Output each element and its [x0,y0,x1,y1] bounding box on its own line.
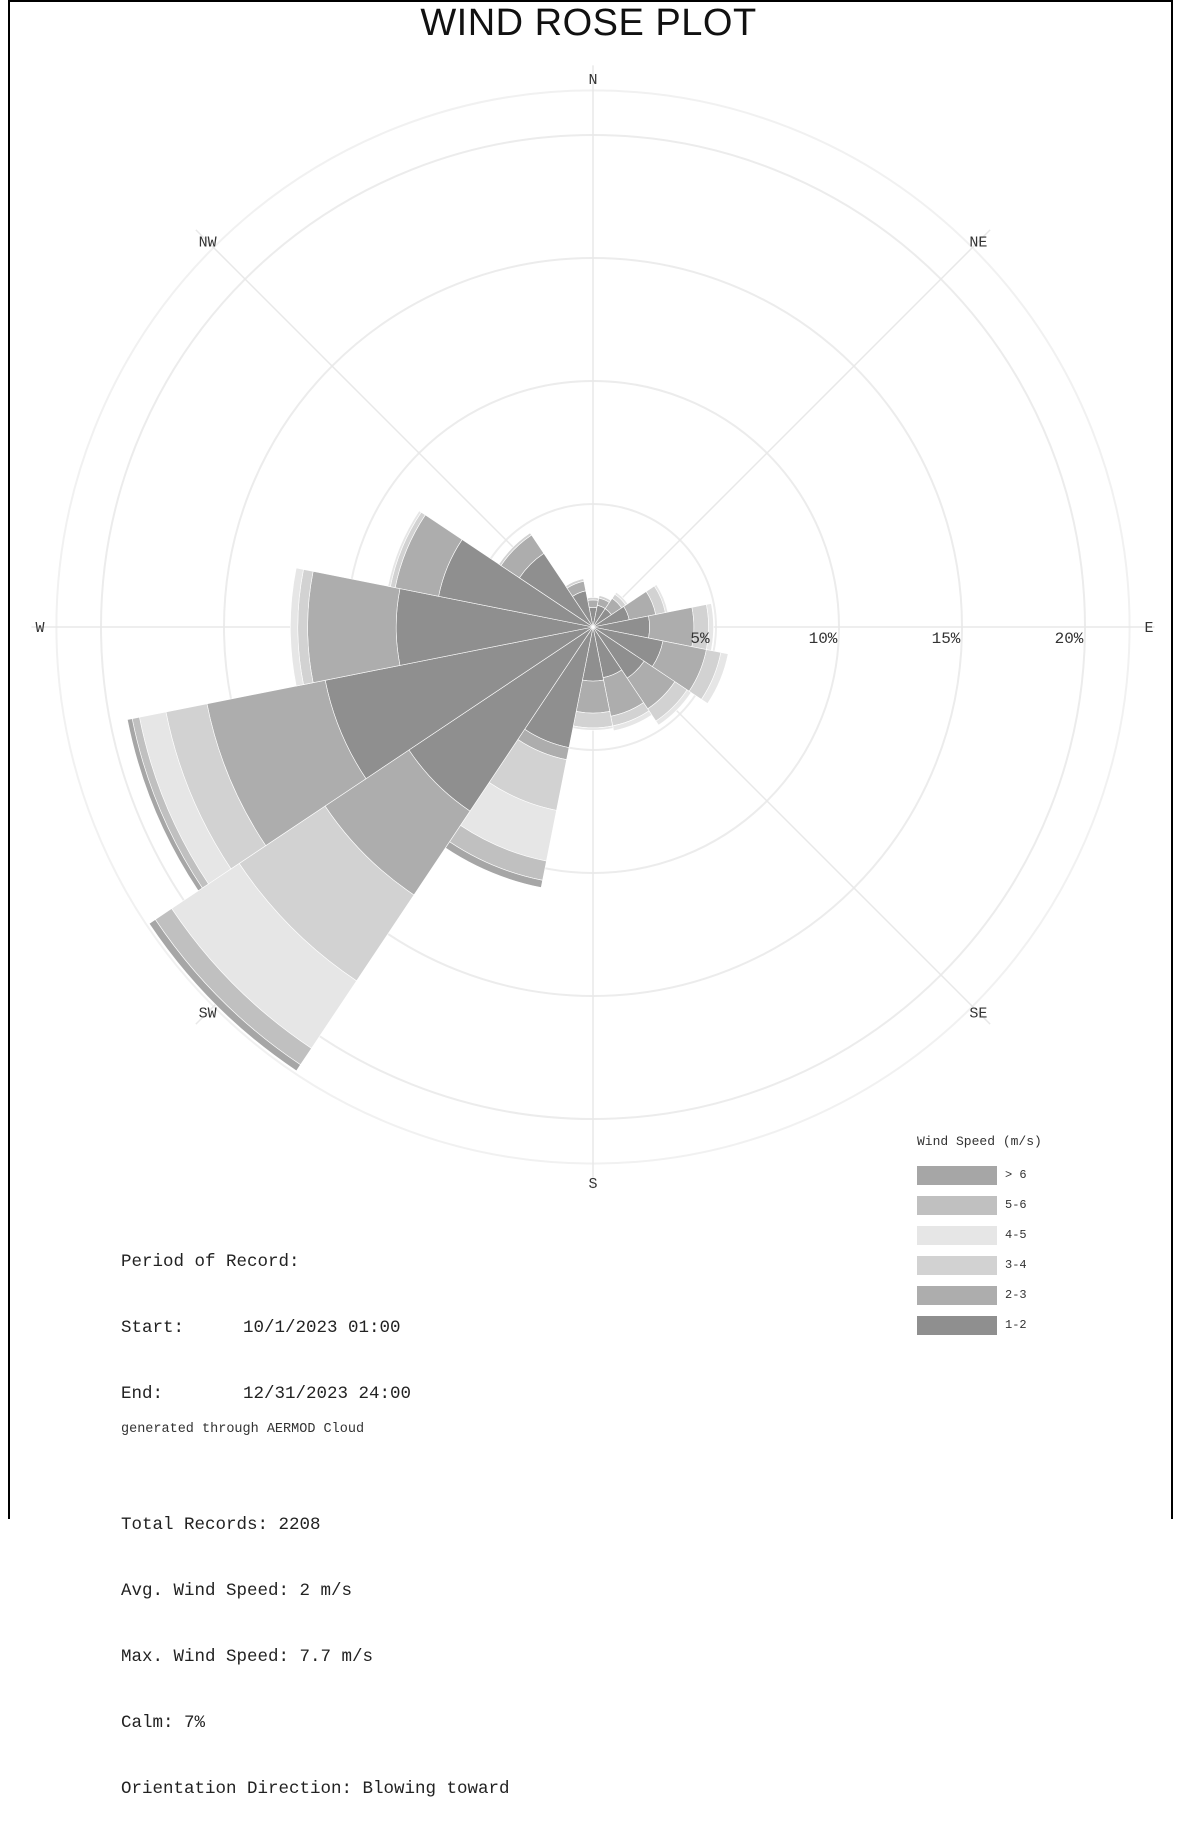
orientation-direction: Orientation Direction: Blowing toward [121,1779,510,1799]
petal-sw-bin-5 [148,919,301,1072]
legend-swatch [917,1165,997,1185]
direction-label-s: S [588,1176,597,1193]
petal-se-bin-3 [655,689,692,726]
legend-title: Wind Speed (m/s) [917,1134,1042,1149]
wind-rose-chart: 5% 10% 15% 20% N NE E SE S SW W NW [31,65,1155,1193]
wind-petals [126,510,729,1072]
direction-labels: N NE E SE S SW W NW [35,72,1153,1193]
legend-swatch [917,1225,997,1245]
legend-item: 2-3 [917,1280,1042,1310]
legend-label: 3-4 [1005,1258,1027,1272]
direction-label-sw: SW [199,1005,217,1022]
legend-item: 3-4 [917,1250,1042,1280]
chart-title: WIND ROSE PLOT [420,2,757,44]
legend-item: 5-6 [917,1190,1042,1220]
legend-swatch [917,1255,997,1275]
petal-n-bin-2 [586,597,600,601]
petal-wsw-bin-5 [126,718,203,892]
legend-item: 1-2 [917,1310,1042,1340]
petal-s-bin-2 [572,711,614,729]
end-row: End: 12/31/2023 24:00 [121,1383,510,1405]
petal-ese-bin-3 [700,652,729,704]
max-wind-speed: Max. Wind Speed: 7.7 m/s [121,1647,374,1667]
radial-tick-label-5: 5% [690,630,710,648]
legend-label: 4-5 [1005,1228,1027,1242]
petal-n-bin-1 [587,599,599,609]
period-heading: Period of Record: [121,1252,300,1272]
start-label: Start: [121,1318,185,1338]
legend-swatch [917,1315,997,1335]
direction-label-nw: NW [199,235,217,252]
radial-tick-label-10: 10% [809,630,838,648]
end-label: End: [121,1384,164,1404]
legend-label: 5-6 [1005,1198,1027,1212]
radial-tick-label-15: 15% [932,630,961,648]
start-value: 10/1/2023 01:00 [243,1318,401,1338]
legend-item: > 6 [917,1160,1042,1190]
direction-label-se: SE [969,1005,987,1022]
direction-label-n: N [588,72,597,89]
direction-label-ne: NE [969,235,987,252]
total-records: Total Records: 2208 [121,1515,321,1535]
petal-wnw-bin-3 [387,510,422,588]
start-row: Start: 10/1/2023 01:00 [121,1317,510,1339]
end-value: 12/31/2023 24:00 [243,1384,412,1404]
generated-note: generated through AERMOD Cloud [121,1422,365,1437]
legend: Wind Speed (m/s) > 6 5-6 4-5 3-4 2-3 1-2 [917,1134,1042,1340]
legend-label: 2-3 [1005,1288,1027,1302]
plot-frame [8,0,1173,1519]
legend-label: 1-2 [1005,1318,1027,1332]
petal-nnw-bin-2 [565,578,585,589]
legend-swatch [917,1285,997,1305]
petal-w-bin-3 [290,567,304,687]
petal-w-bin-1 [307,570,401,684]
petal-nw-bin-2 [498,532,532,566]
legend-swatch [917,1195,997,1215]
direction-label-e: E [1144,620,1153,637]
record-info: Period of Record: Start: 10/1/2023 01:00 … [121,1207,510,1822]
legend-label: > 6 [1005,1168,1027,1182]
radial-tick-labels: 5% 10% 15% 20% [690,630,1083,648]
avg-wind-speed: Avg. Wind Speed: 2 m/s [121,1581,353,1601]
calm-percent: Calm: 7% [121,1713,206,1733]
radial-tick-label-20: 20% [1055,630,1084,648]
direction-label-w: W [35,620,44,637]
legend-item: 4-5 [917,1220,1042,1250]
petal-sse-bin-3 [612,710,653,732]
